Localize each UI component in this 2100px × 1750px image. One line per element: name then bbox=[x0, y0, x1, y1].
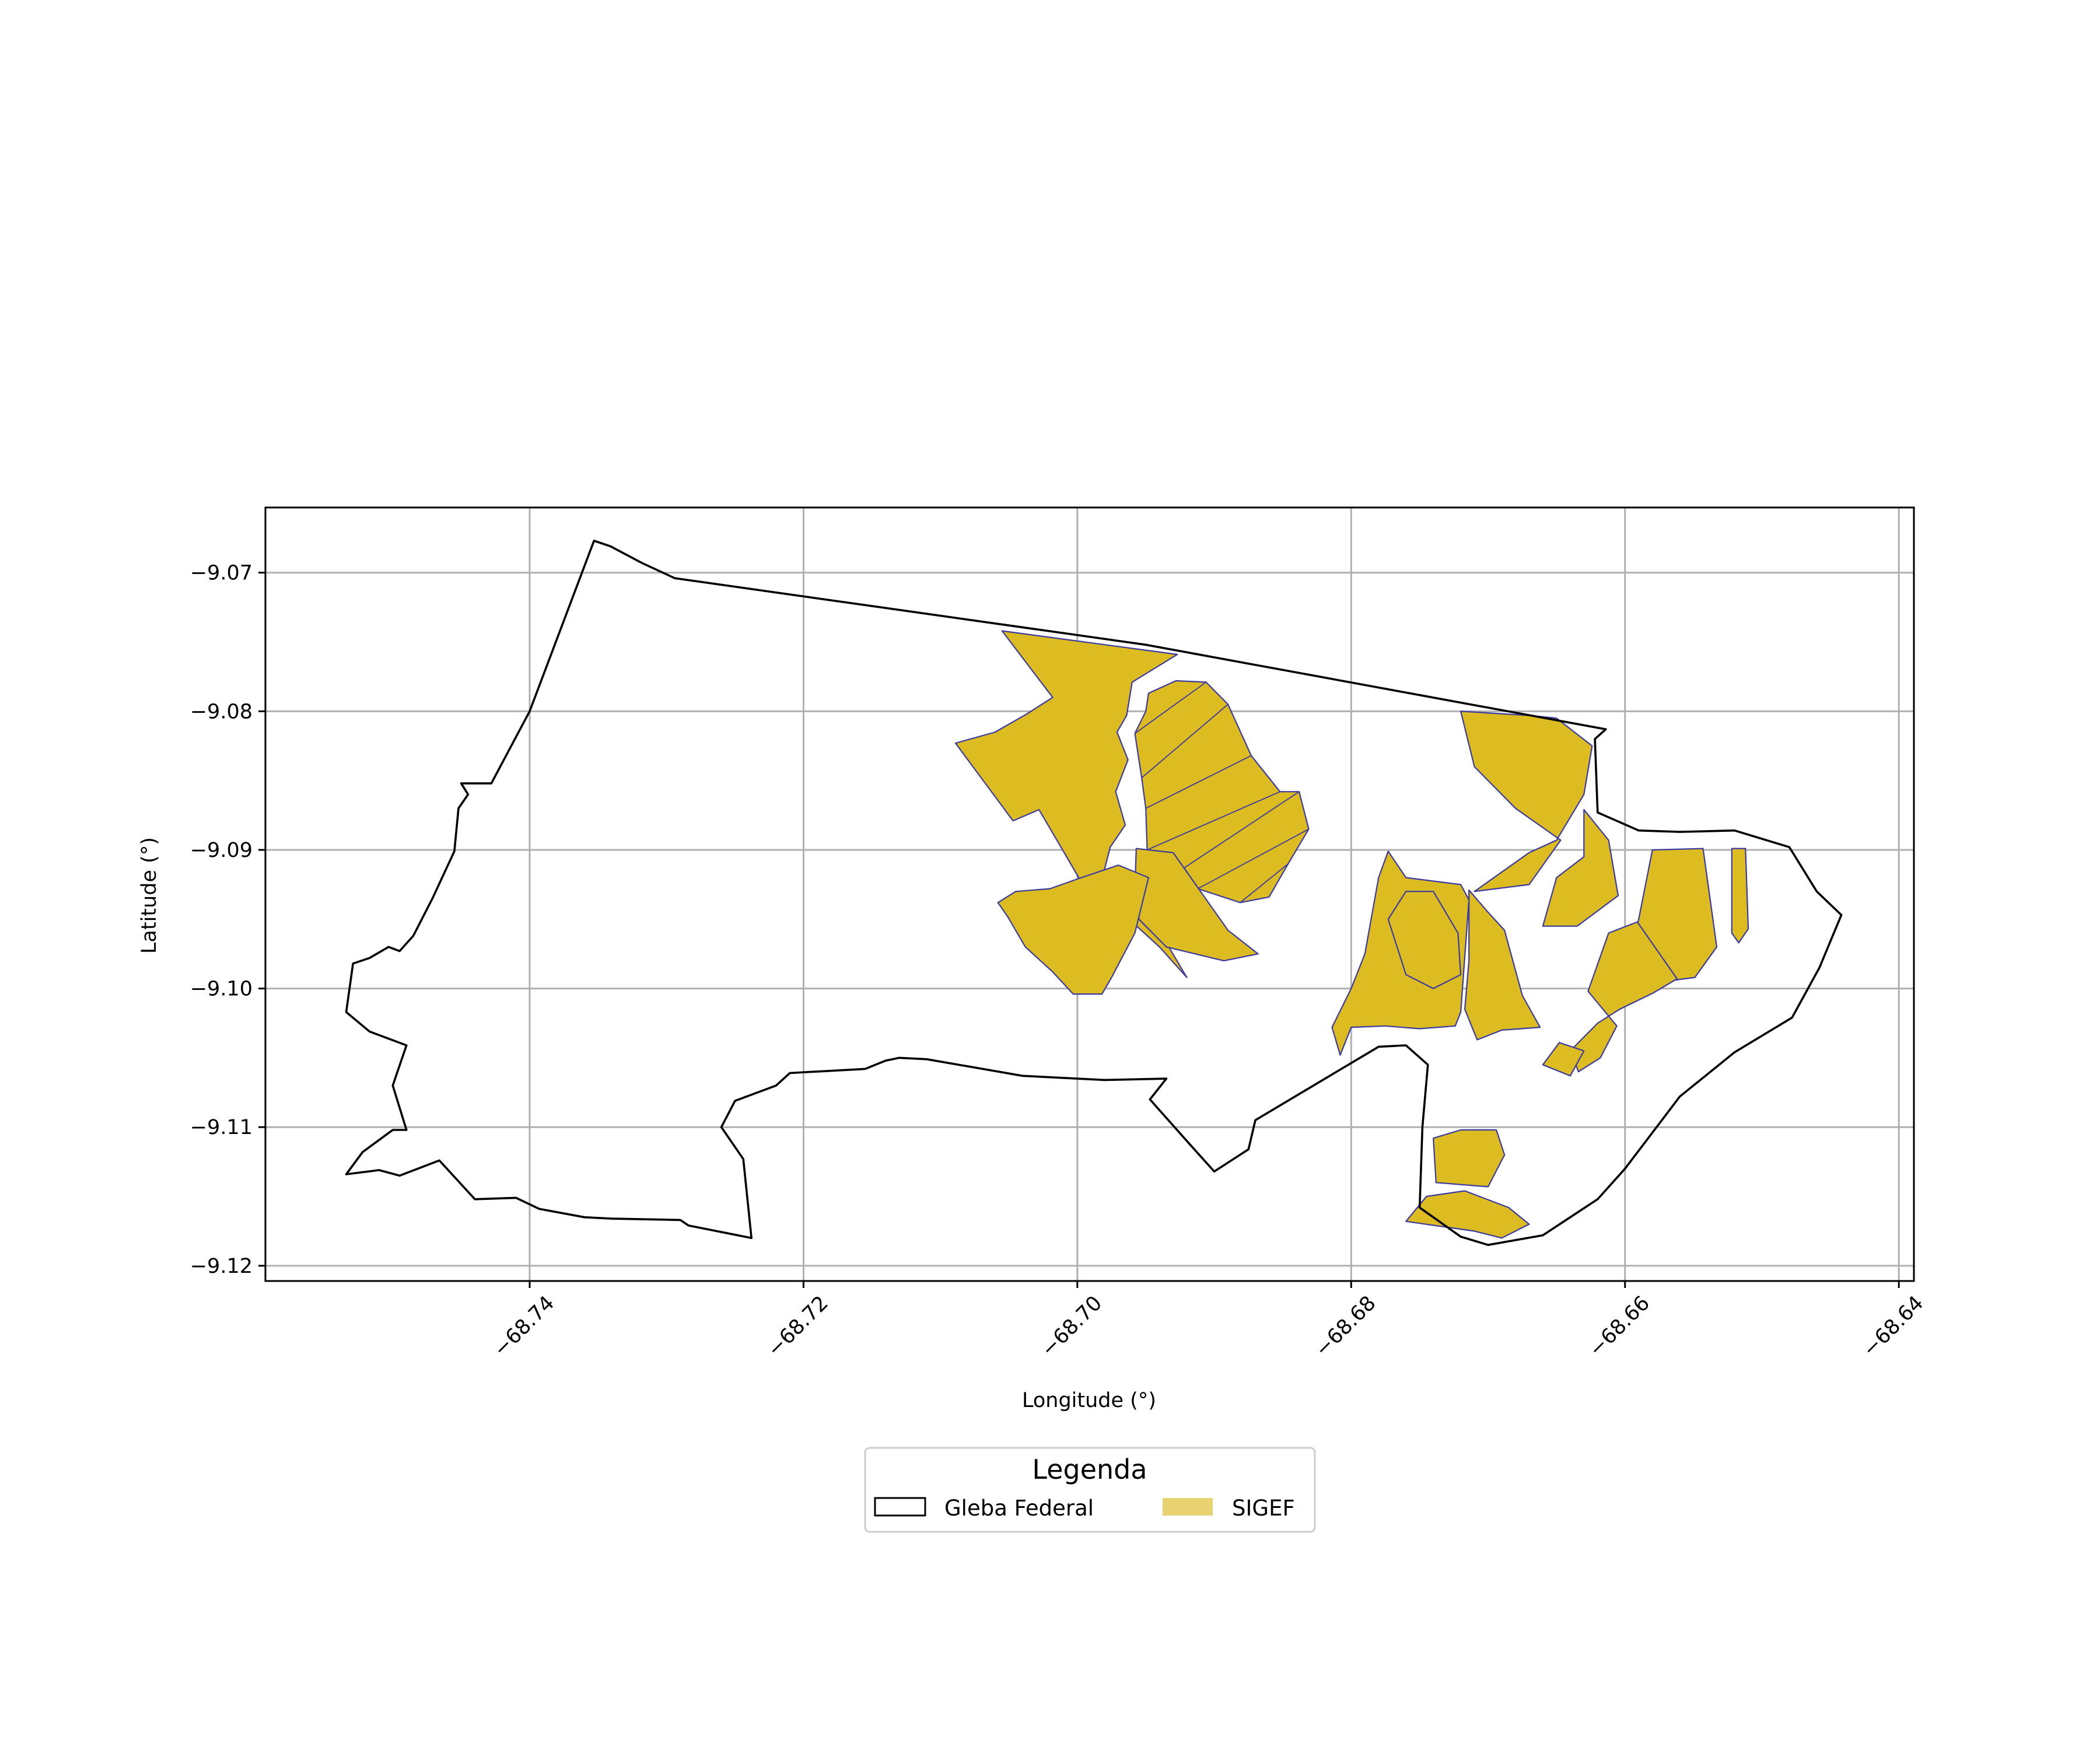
sigef-layer bbox=[954, 630, 1749, 1239]
sigef-parcel bbox=[1405, 1190, 1530, 1239]
gleba-federal-layer bbox=[345, 540, 1843, 1246]
sigef-parcel bbox=[997, 864, 1149, 995]
legend-title: Legenda bbox=[1032, 1454, 1147, 1485]
sigef-parcel bbox=[1460, 710, 1593, 892]
sigef-lot-division bbox=[1147, 791, 1280, 850]
legend-label-sigef: SIGEF bbox=[1232, 1496, 1295, 1521]
y-tick-label: −9.12 bbox=[190, 1255, 253, 1278]
sigef-lot-division bbox=[1134, 681, 1207, 734]
sigef-parcel bbox=[1134, 680, 1310, 904]
sigef-lot-division bbox=[1145, 755, 1252, 809]
y-tick-label: −9.08 bbox=[190, 700, 253, 723]
y-tick-label: −9.07 bbox=[190, 562, 253, 585]
y-tick-label: −9.11 bbox=[190, 1116, 253, 1139]
gleba-federal-boundary bbox=[345, 540, 1843, 1246]
legend-swatch-gleba-federal bbox=[874, 1497, 926, 1517]
y-tick-label: −9.10 bbox=[190, 978, 253, 1001]
sigef-parcel bbox=[1542, 808, 1619, 927]
axes-frame bbox=[264, 506, 1915, 1282]
sigef-lot-division bbox=[1141, 704, 1228, 779]
sigef-parcel bbox=[1542, 1042, 1585, 1077]
x-axis-label: Longitude (°) bbox=[1022, 1389, 1156, 1412]
sigef-parcel bbox=[1731, 848, 1749, 944]
sigef-lot-division bbox=[1198, 828, 1309, 890]
sigef-parcel bbox=[954, 630, 1178, 886]
sigef-parcel bbox=[1387, 891, 1462, 989]
y-axis-ticks: −9.07 −9.08 −9.09 −9.10 −9.11 −9.12 bbox=[190, 562, 265, 1278]
legend: Legenda Gleba Federal SIGEF bbox=[864, 1447, 1316, 1533]
sigef-parcel bbox=[1433, 1129, 1506, 1188]
y-axis-label: Latitude (°) bbox=[138, 837, 161, 954]
legend-label-gleba-federal: Gleba Federal bbox=[944, 1496, 1094, 1521]
sigef-lot-division bbox=[1184, 791, 1300, 869]
sigef-lot-division bbox=[1240, 863, 1289, 903]
legend-swatch-sigef bbox=[1163, 1498, 1213, 1516]
sigef-parcel bbox=[1464, 889, 1541, 1041]
y-tick-label: −9.09 bbox=[190, 839, 253, 862]
